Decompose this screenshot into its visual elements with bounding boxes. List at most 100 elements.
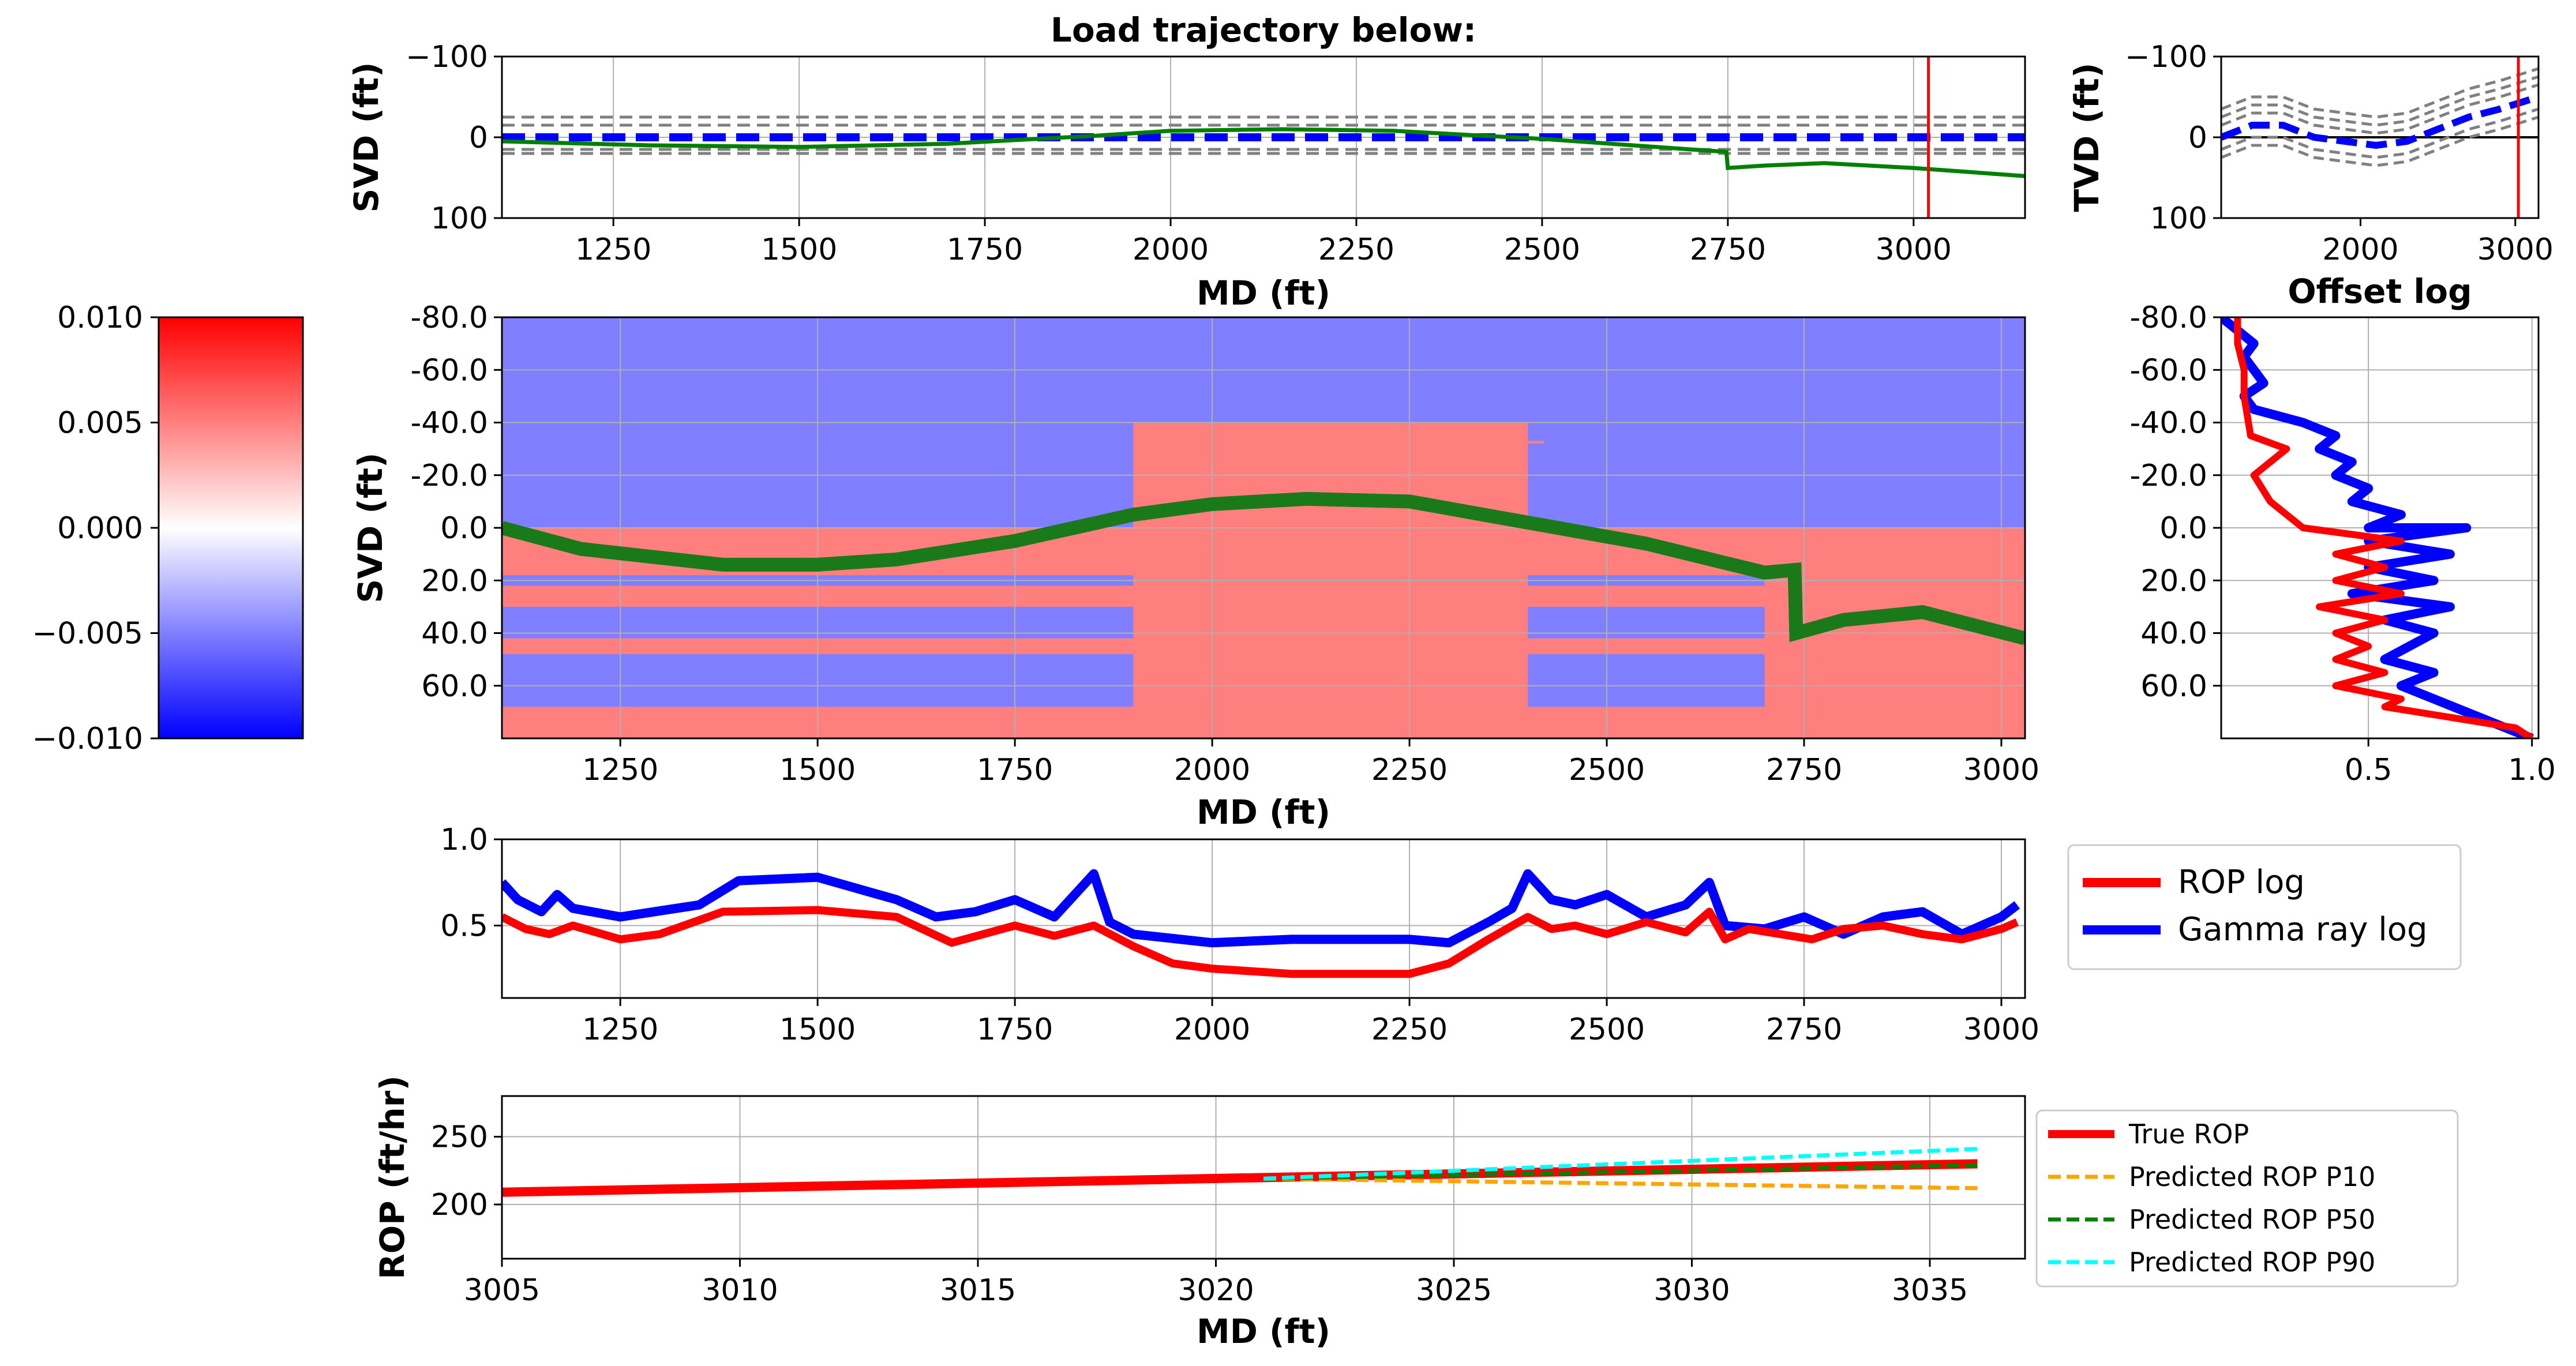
tvd-tick-x-label: 2000 [2322, 232, 2398, 267]
top-tick-y-label: 0 [469, 121, 488, 155]
offset-tick-y-label: 60.0 [2140, 669, 2207, 704]
top-tick-y-label: 100 [431, 201, 488, 236]
top-panel-ylabel: SVD (ft) [347, 62, 386, 213]
tvd-offset-line [2221, 75, 2538, 127]
colorbar-tick-label: −0.010 [32, 722, 143, 756]
top-tick-x-label: 2250 [1318, 232, 1394, 267]
rop-tick-x-label: 3030 [1653, 1273, 1730, 1308]
rop-legend: True ROP Predicted ROP P10 Predicted ROP… [2035, 1109, 2459, 1288]
rop-p10-line [1263, 1176, 1978, 1191]
logs-tick-x-label: 1750 [977, 1012, 1053, 1047]
offset-rop-line [2234, 317, 2534, 738]
main-panel-ticks: 1250 1500 1750 2000 2250 2500 2750 3000 -80.0 -60… [410, 301, 2039, 787]
tvd-offset-line [2221, 115, 2538, 167]
colorbar-tick-label: −0.005 [32, 617, 143, 651]
logs-rop-line [502, 906, 2019, 978]
tvd-tick-x-label: 3000 [2477, 232, 2553, 267]
logs-tick-x-label: 2500 [1569, 1012, 1645, 1047]
top-tick-x-label: 2500 [1504, 232, 1580, 267]
offset-tick-x-label: 0.5 [2345, 753, 2393, 787]
colorbar-gradient [158, 316, 304, 740]
rop-tick-x-label: 3015 [940, 1273, 1016, 1308]
logs-legend-rop-label: ROP log [2178, 864, 2305, 901]
main-tick-x-label: 1250 [582, 753, 658, 787]
tvd-offset-line [2221, 107, 2538, 159]
main-panel-plot [502, 317, 2025, 738]
logs-tick-x-label: 2250 [1371, 1012, 1448, 1047]
main-tick-x-label: 2000 [1174, 753, 1250, 787]
tvd-panel: 2000 3000 −100 0 100 TVD (ft) [2067, 40, 2553, 267]
top-well-path [502, 127, 2025, 178]
main-tick-y-label: -40.0 [410, 406, 488, 441]
tvd-offset-line [2221, 83, 2538, 135]
tvd-center-line [2221, 93, 2538, 149]
offset-tick-x-label: 1.0 [2508, 753, 2556, 787]
top-panel-grid [502, 56, 2025, 219]
rop-p90-line [1263, 1147, 1978, 1181]
offset-tick-y-label: 0.0 [2159, 511, 2207, 546]
offset-tick-y-label: 20.0 [2140, 564, 2207, 598]
logs-tick-x-label: 1500 [779, 1012, 856, 1047]
tvd-panel-ticks: 2000 3000 −100 0 100 [2125, 40, 2553, 267]
rop-tick-y-label: 200 [431, 1188, 488, 1222]
tvd-tick-y-label: 0 [2188, 121, 2207, 155]
rop-legend-p90-label: Predicted ROP P90 [2129, 1247, 2375, 1278]
main-layer-band [1133, 441, 1544, 444]
offset-tick-y-label: -40.0 [2129, 406, 2207, 441]
top-tick-x-label: 2000 [1133, 232, 1209, 267]
colorbar: 0.010 0.005 0.000 −0.005 −0.010 [32, 301, 304, 756]
colorbar-tick-label: 0.000 [57, 511, 143, 546]
colorbar-tick-label: 0.010 [57, 301, 143, 335]
rop-panel-plot [502, 1096, 2025, 1259]
main-tick-x-label: 1500 [779, 753, 856, 787]
tvd-tick-y-label: −100 [2125, 40, 2207, 74]
rop-true-line [502, 1159, 1978, 1197]
main-tick-x-label: 2500 [1569, 753, 1645, 787]
top-tick-x-label: 1250 [575, 232, 651, 267]
rop-tick-x-label: 3005 [464, 1273, 540, 1308]
rop-tick-x-label: 3020 [1178, 1273, 1254, 1308]
rop-panel-xlabel: MD (ft) [1197, 1312, 1330, 1351]
tvd-tick-y-label: 100 [2150, 201, 2207, 236]
offset-tick-y-label: -20.0 [2129, 459, 2207, 493]
main-tick-x-label: 1750 [977, 753, 1053, 787]
logs-panel-frame [501, 838, 2026, 999]
top-panel-xlabel: MD (ft) [1197, 273, 1330, 313]
top-tick-x-label: 1500 [761, 232, 837, 267]
logs-legend: ROP log Gamma ray log [2067, 844, 2462, 970]
logs-panel-plot [502, 839, 2025, 998]
main-panel-xlabel: MD (ft) [1197, 793, 1330, 832]
main-tick-y-label: 20.0 [421, 564, 488, 598]
top-tick-y-label: −100 [406, 40, 488, 74]
logs-tick-x-label: 2750 [1766, 1012, 1842, 1047]
top-tick-x-label: 1750 [947, 232, 1023, 267]
rop-panel-frame [501, 1095, 2026, 1260]
main-tick-y-label: 40.0 [421, 617, 488, 651]
rop-panel-ticks: 3005 3010 3015 3020 3025 3030 3035 200 250 [431, 1120, 1968, 1308]
rop-tick-x-label: 3035 [1892, 1273, 1968, 1308]
main-tick-y-label: 60.0 [421, 669, 488, 704]
main-panel: 1250 1500 1750 2000 2250 2500 2750 3000 -80.0 -60… [351, 301, 2039, 832]
rop-p50-line [1263, 1163, 1978, 1181]
top-panel-ticks: 1250 1500 1750 2000 2250 2500 2750 3000 −100 0 100 [406, 40, 1952, 267]
rop-legend-p50-label: Predicted ROP P50 [2129, 1204, 2375, 1235]
main-tick-y-label: -80.0 [410, 301, 488, 335]
tvd-offset-line [2221, 67, 2538, 119]
offset-tick-y-label: -60.0 [2129, 353, 2207, 388]
offset-log-ticks: 0.5 1.0 -80.0 -60.0 -40.0 -20.0 0.0 20.0 40.0 60.… [2129, 301, 2556, 787]
rop-legend-box [2035, 1109, 2459, 1288]
main-tick-y-label: 0.0 [440, 511, 488, 546]
main-tick-x-label: 2250 [1371, 753, 1448, 787]
offset-log-panel: Offset log 0.5 1.0 -80.0 -60.0 -40.0 -20.0 0.0… [2129, 272, 2556, 787]
logs-tick-x-label: 2000 [1174, 1012, 1250, 1047]
colorbar-tick-label: 0.005 [57, 406, 143, 441]
logs-tick-x-label: 3000 [1963, 1012, 2039, 1047]
top-panel: Load trajectory below: 1250 1500 1750 2000 2… [347, 10, 2026, 313]
main-tick-y-label: -60.0 [410, 353, 488, 388]
top-tick-x-label: 2750 [1690, 232, 1766, 267]
offset-log-plot [2221, 317, 2538, 738]
logs-tick-y-label: 0.5 [440, 909, 488, 943]
main-panel-ylabel: SVD (ft) [351, 453, 390, 603]
colorbar-ticks: 0.010 0.005 0.000 −0.005 −0.010 [32, 301, 159, 756]
